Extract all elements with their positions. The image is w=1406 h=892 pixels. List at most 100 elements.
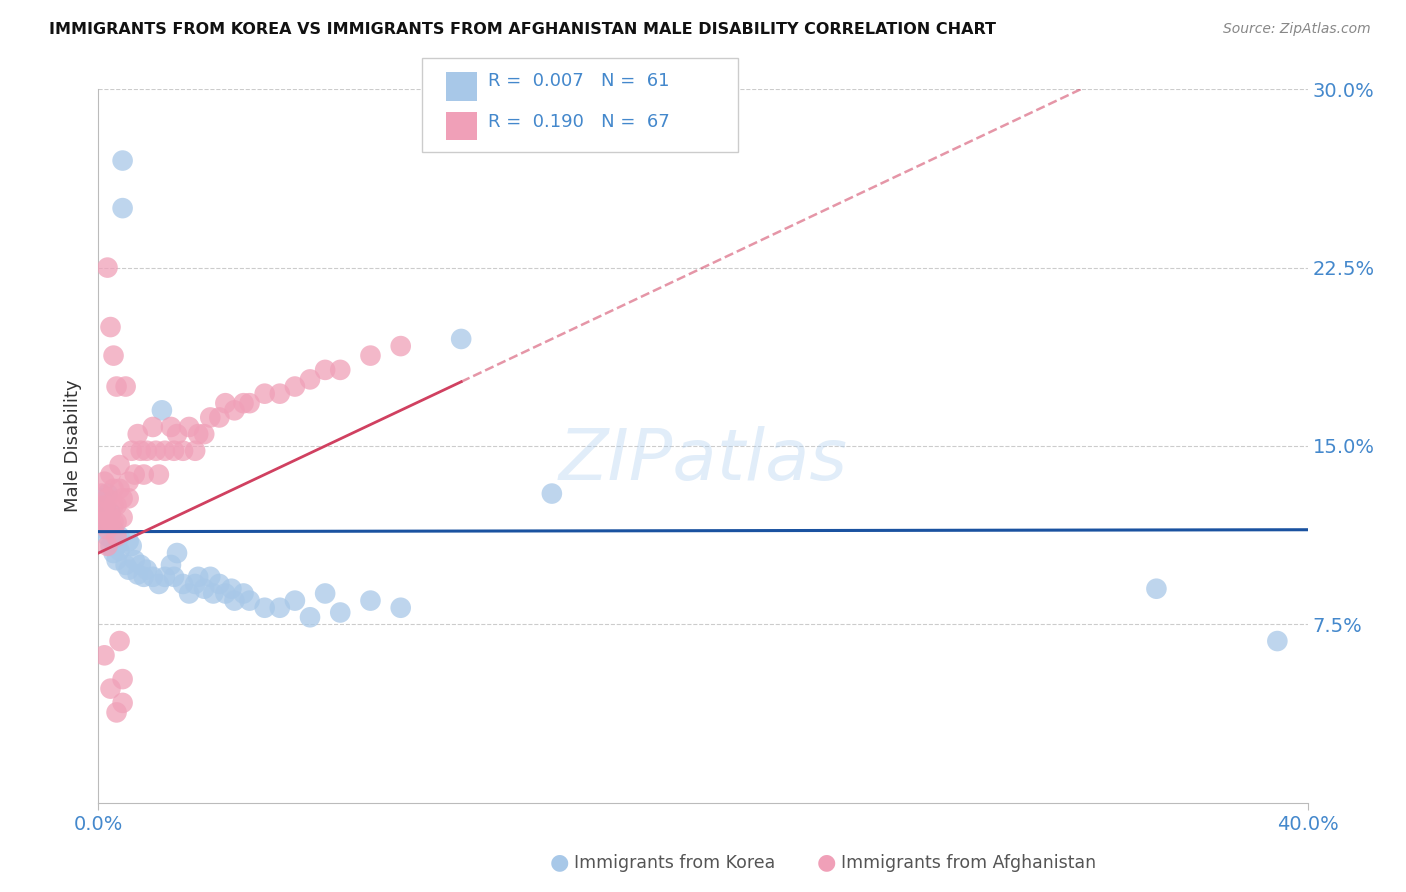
Y-axis label: Male Disability: Male Disability bbox=[65, 380, 83, 512]
Point bbox=[160, 558, 183, 572]
Point bbox=[105, 553, 128, 567]
Point bbox=[103, 522, 125, 536]
Point bbox=[93, 499, 115, 513]
Point bbox=[100, 320, 122, 334]
Point bbox=[96, 522, 118, 536]
Point bbox=[360, 593, 382, 607]
Text: R =  0.007   N =  61: R = 0.007 N = 61 bbox=[488, 72, 669, 90]
Point bbox=[105, 379, 128, 393]
Point bbox=[105, 529, 128, 543]
Point bbox=[135, 563, 157, 577]
Point bbox=[299, 610, 322, 624]
Point bbox=[121, 443, 143, 458]
Point bbox=[103, 546, 125, 560]
Point bbox=[118, 534, 141, 549]
Point bbox=[224, 593, 246, 607]
Point bbox=[172, 443, 194, 458]
Point bbox=[184, 443, 207, 458]
Point bbox=[269, 600, 291, 615]
Point bbox=[360, 349, 382, 363]
Point bbox=[105, 706, 128, 720]
Point bbox=[93, 499, 115, 513]
Point bbox=[142, 420, 165, 434]
Point bbox=[253, 600, 276, 615]
Point bbox=[93, 475, 115, 489]
Point bbox=[200, 410, 222, 425]
Point bbox=[166, 546, 188, 560]
Point bbox=[129, 558, 152, 572]
Point bbox=[148, 577, 170, 591]
Point bbox=[129, 443, 152, 458]
Point bbox=[214, 396, 236, 410]
Point bbox=[153, 443, 176, 458]
Point bbox=[121, 539, 143, 553]
Point bbox=[93, 515, 115, 529]
Point bbox=[239, 593, 262, 607]
Point bbox=[90, 515, 112, 529]
Point bbox=[163, 443, 186, 458]
Point bbox=[214, 586, 236, 600]
Point bbox=[93, 648, 115, 663]
Point bbox=[127, 567, 149, 582]
Point bbox=[179, 420, 201, 434]
Point bbox=[111, 510, 134, 524]
Point bbox=[314, 586, 336, 600]
Point bbox=[1144, 582, 1167, 596]
Point bbox=[90, 491, 112, 506]
Point bbox=[111, 153, 134, 168]
Point bbox=[96, 260, 118, 275]
Point bbox=[132, 467, 155, 482]
Point bbox=[96, 515, 118, 529]
Point bbox=[90, 486, 112, 500]
Point bbox=[253, 386, 276, 401]
Point bbox=[202, 586, 225, 600]
Point bbox=[163, 570, 186, 584]
Point bbox=[142, 570, 165, 584]
Point bbox=[100, 681, 122, 696]
Point bbox=[269, 386, 291, 401]
Point bbox=[184, 577, 207, 591]
Point bbox=[90, 515, 112, 529]
Point bbox=[118, 491, 141, 506]
Point bbox=[179, 586, 201, 600]
Point bbox=[111, 491, 134, 506]
Point bbox=[124, 553, 146, 567]
Point bbox=[96, 529, 118, 543]
Point bbox=[103, 499, 125, 513]
Point bbox=[108, 529, 131, 543]
Point bbox=[329, 606, 352, 620]
Point bbox=[111, 201, 134, 215]
Text: ●: ● bbox=[817, 853, 837, 872]
Text: IMMIGRANTS FROM KOREA VS IMMIGRANTS FROM AFGHANISTAN MALE DISABILITY CORRELATION: IMMIGRANTS FROM KOREA VS IMMIGRANTS FROM… bbox=[49, 22, 997, 37]
Point bbox=[93, 510, 115, 524]
Point bbox=[224, 403, 246, 417]
Point bbox=[1267, 634, 1289, 648]
Point bbox=[105, 539, 128, 553]
Point bbox=[100, 539, 122, 553]
Point bbox=[111, 696, 134, 710]
Point bbox=[93, 522, 115, 536]
Point bbox=[284, 379, 307, 393]
Point bbox=[389, 600, 412, 615]
Point bbox=[299, 372, 322, 386]
Point bbox=[239, 396, 262, 410]
Point bbox=[90, 506, 112, 520]
Point bbox=[153, 570, 176, 584]
Point bbox=[118, 563, 141, 577]
Point bbox=[450, 332, 472, 346]
Point bbox=[160, 420, 183, 434]
Point bbox=[103, 515, 125, 529]
Point bbox=[166, 427, 188, 442]
Point bbox=[103, 349, 125, 363]
Point bbox=[208, 410, 231, 425]
Point bbox=[124, 467, 146, 482]
Point bbox=[135, 443, 157, 458]
Point bbox=[103, 482, 125, 496]
Point bbox=[132, 570, 155, 584]
Point bbox=[148, 467, 170, 482]
Point bbox=[232, 586, 254, 600]
Point bbox=[314, 363, 336, 377]
Point bbox=[193, 582, 215, 596]
Point bbox=[111, 672, 134, 686]
Point bbox=[108, 482, 131, 496]
